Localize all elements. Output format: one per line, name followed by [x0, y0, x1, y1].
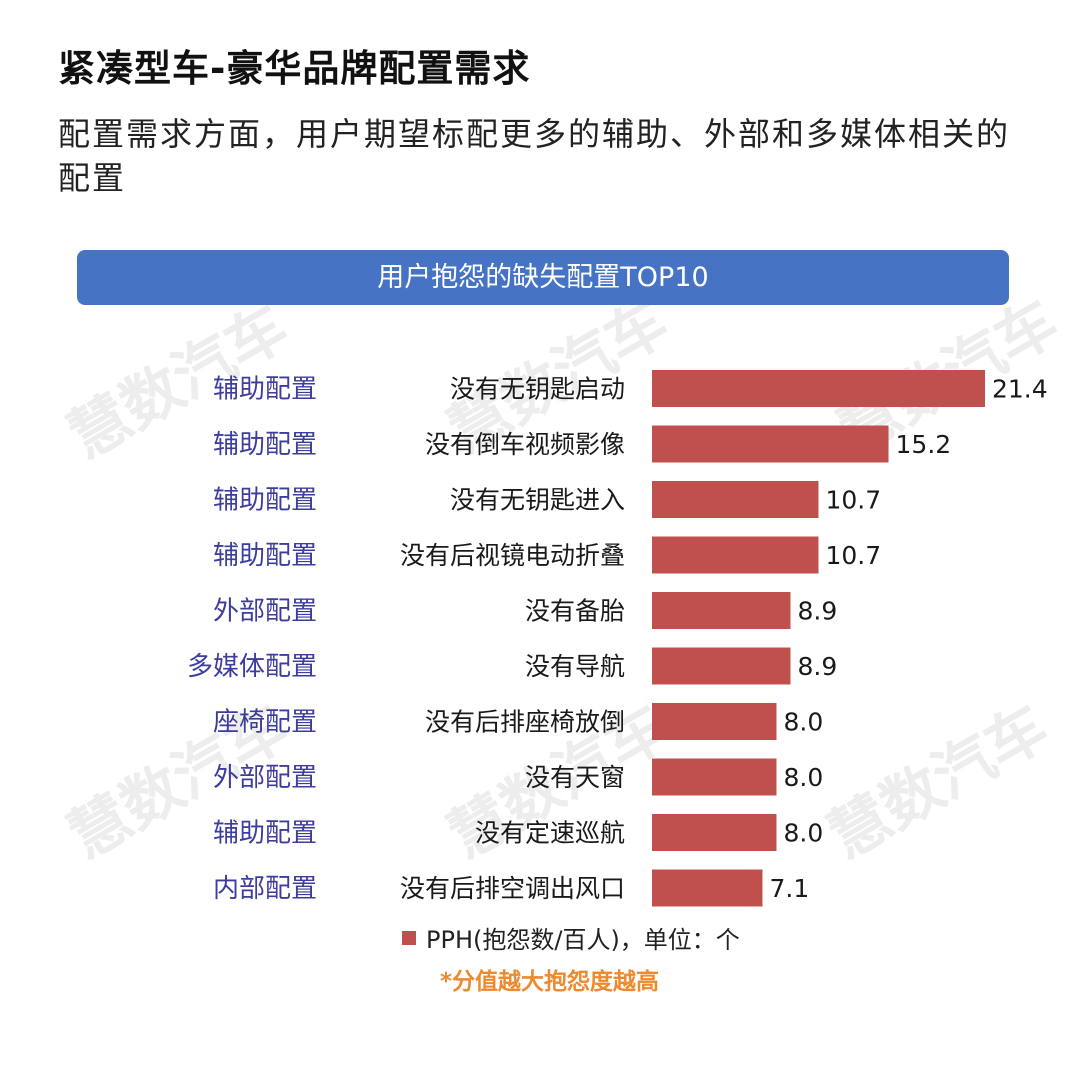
category-group-label: 辅助配置: [213, 430, 317, 460]
bar-value-label: 8.0: [783, 819, 823, 848]
bar-value-label: 8.0: [783, 763, 823, 792]
bar: [652, 814, 777, 851]
bar: [652, 425, 889, 463]
bar: [652, 758, 777, 796]
page-subtitle: 配置需求方面，用户期望标配更多的辅助、外部和多媒体相关的配置: [58, 115, 1011, 197]
page-title: 紧凑型车-豪华品牌配置需求: [58, 47, 531, 90]
category-group-label: 辅助配置: [213, 819, 317, 849]
bar-value-label: 8.0: [783, 708, 823, 737]
category-label: 没有无钥匙进入: [450, 486, 625, 515]
category-label: 没有定速巡航: [475, 819, 625, 848]
category-group-label: 外部配置: [213, 763, 317, 793]
category-label: 没有后视镜电动折叠: [400, 541, 625, 570]
bar-value-label: 7.1: [769, 874, 809, 903]
bar-value-label: 10.7: [826, 486, 882, 515]
chart-legend: PPH(抱怨数/百人)，单位：个: [402, 920, 740, 955]
legend-swatch: [402, 930, 416, 945]
category-group-label: 座椅配置: [213, 708, 317, 738]
category-label: 没有备胎: [525, 597, 625, 626]
bar: [652, 592, 791, 629]
category-label: 没有导航: [525, 652, 625, 681]
bar-value-label: 15.2: [896, 430, 952, 459]
category-group-label: 辅助配置: [213, 541, 317, 571]
bar-value-label: 10.7: [826, 541, 882, 570]
bar: [652, 869, 763, 907]
category-group-label: 辅助配置: [213, 375, 317, 405]
bar-value-label: 8.9: [797, 652, 837, 681]
category-label: 没有无钥匙启动: [450, 375, 625, 404]
category-group-label: 内部配置: [213, 874, 317, 904]
bar: [652, 536, 819, 574]
bar: [652, 370, 985, 407]
category-group-label: 外部配置: [213, 597, 317, 627]
category-label: 没有后排座椅放倒: [425, 708, 625, 737]
bar-value-label: 8.9: [797, 597, 837, 626]
bar: [652, 481, 819, 518]
category-label: 没有倒车视频影像: [425, 430, 625, 459]
chart-note: *分值越大抱怨度越高: [440, 969, 660, 995]
legend-label: PPH(抱怨数/百人)，单位：个: [426, 926, 740, 954]
bar: [652, 703, 777, 740]
category-label: 没有后排空调出风口: [400, 874, 625, 903]
chart-title-banner: 用户抱怨的缺失配置TOP10: [77, 250, 1009, 305]
bar-value-label: 21.4: [992, 375, 1048, 404]
category-group-label: 辅助配置: [213, 486, 317, 516]
category-group-label: 多媒体配置: [187, 652, 317, 682]
category-label: 没有天窗: [525, 763, 625, 792]
bar: [652, 647, 791, 685]
